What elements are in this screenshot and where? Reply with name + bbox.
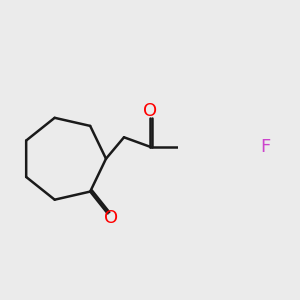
- Text: F: F: [260, 138, 270, 156]
- Text: O: O: [104, 209, 118, 227]
- Text: O: O: [143, 102, 158, 120]
